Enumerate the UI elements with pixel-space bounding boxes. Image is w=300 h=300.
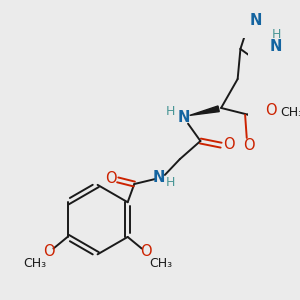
Text: N: N xyxy=(153,170,165,185)
Text: O: O xyxy=(140,244,152,259)
Text: N: N xyxy=(270,39,282,54)
Text: H: H xyxy=(166,105,175,118)
Text: CH₃: CH₃ xyxy=(149,257,172,270)
Text: O: O xyxy=(265,103,277,118)
Text: N: N xyxy=(250,13,262,28)
Text: CH₃: CH₃ xyxy=(281,106,300,119)
Text: H: H xyxy=(166,176,175,189)
Text: O: O xyxy=(105,171,117,186)
Text: O: O xyxy=(243,138,255,153)
Text: O: O xyxy=(44,244,55,259)
Text: N: N xyxy=(178,110,190,125)
Text: H: H xyxy=(272,28,281,40)
Polygon shape xyxy=(190,106,219,116)
Text: O: O xyxy=(223,137,234,152)
Text: CH₃: CH₃ xyxy=(23,257,46,270)
